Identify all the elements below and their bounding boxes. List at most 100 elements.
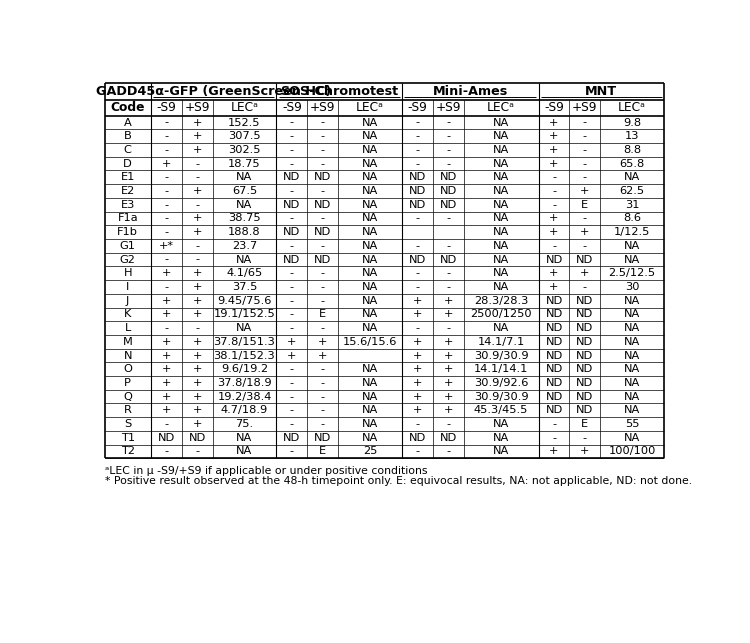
- Text: 152.5: 152.5: [228, 118, 261, 127]
- Text: -: -: [321, 405, 325, 415]
- Text: NA: NA: [493, 433, 509, 443]
- Text: +: +: [193, 282, 202, 292]
- Text: ND: ND: [188, 433, 206, 443]
- Text: NA: NA: [493, 268, 509, 278]
- Text: -: -: [321, 213, 325, 224]
- Text: -: -: [416, 118, 419, 127]
- Text: ND: ND: [545, 296, 562, 305]
- Text: ND: ND: [576, 309, 593, 320]
- Text: -: -: [164, 145, 168, 155]
- Text: ND: ND: [284, 172, 301, 183]
- Text: 19.2/38.4: 19.2/38.4: [217, 392, 272, 402]
- Text: ND: ND: [284, 200, 301, 210]
- Text: NA: NA: [362, 296, 378, 305]
- Text: +: +: [549, 213, 559, 224]
- Text: ND: ND: [576, 378, 593, 388]
- Text: +: +: [443, 378, 453, 388]
- Text: F1b: F1b: [117, 227, 138, 237]
- Text: +: +: [161, 364, 171, 374]
- Text: +: +: [193, 337, 202, 347]
- Text: +: +: [580, 446, 590, 457]
- Text: ND: ND: [576, 296, 593, 305]
- Text: -: -: [195, 159, 200, 168]
- Text: ND: ND: [576, 392, 593, 402]
- Text: 18.75: 18.75: [228, 159, 261, 168]
- Text: +: +: [413, 405, 422, 415]
- Text: I: I: [126, 282, 130, 292]
- Text: -: -: [290, 323, 294, 333]
- Text: ND: ND: [409, 255, 426, 264]
- Text: +: +: [443, 337, 453, 347]
- Text: NA: NA: [362, 227, 378, 237]
- Text: 307.5: 307.5: [228, 131, 261, 141]
- Text: LECᵃ: LECᵃ: [488, 102, 515, 114]
- Text: F1a: F1a: [118, 213, 138, 224]
- Text: -: -: [164, 200, 168, 210]
- Text: +: +: [318, 337, 328, 347]
- Text: ND: ND: [440, 200, 457, 210]
- Text: ND: ND: [545, 364, 562, 374]
- Text: NA: NA: [493, 118, 509, 127]
- Text: -: -: [552, 172, 556, 183]
- Text: +: +: [161, 378, 171, 388]
- Text: -: -: [583, 282, 587, 292]
- Text: -: -: [164, 323, 168, 333]
- Text: +: +: [193, 268, 202, 278]
- Text: -: -: [446, 282, 450, 292]
- Text: -: -: [552, 186, 556, 196]
- Text: +: +: [193, 378, 202, 388]
- Text: 8.8: 8.8: [623, 145, 641, 155]
- Text: -: -: [416, 213, 419, 224]
- Text: +: +: [549, 159, 559, 168]
- Text: NA: NA: [624, 241, 640, 251]
- Text: -: -: [164, 282, 168, 292]
- Text: NA: NA: [624, 405, 640, 415]
- Text: E1: E1: [121, 172, 135, 183]
- Text: -: -: [446, 118, 450, 127]
- Text: 302.5: 302.5: [228, 145, 261, 155]
- Text: +: +: [549, 268, 559, 278]
- Text: +S9: +S9: [310, 102, 335, 114]
- Text: 28.3/28.3: 28.3/28.3: [474, 296, 528, 305]
- Text: +: +: [443, 309, 453, 320]
- Text: ND: ND: [576, 405, 593, 415]
- Text: ND: ND: [545, 405, 562, 415]
- Text: NA: NA: [362, 213, 378, 224]
- Text: NA: NA: [362, 200, 378, 210]
- Text: G2: G2: [120, 255, 136, 264]
- Text: -: -: [164, 118, 168, 127]
- Text: -: -: [416, 446, 419, 457]
- Text: NA: NA: [362, 405, 378, 415]
- Text: S: S: [124, 419, 131, 429]
- Text: -: -: [446, 213, 450, 224]
- Text: -: -: [446, 159, 450, 168]
- Text: -: -: [321, 268, 325, 278]
- Text: -: -: [195, 446, 200, 457]
- Text: -: -: [446, 131, 450, 141]
- Text: NA: NA: [362, 131, 378, 141]
- Text: E: E: [320, 309, 326, 320]
- Text: ND: ND: [545, 350, 562, 361]
- Text: -: -: [583, 172, 587, 183]
- Text: -: -: [164, 255, 168, 264]
- Text: -: -: [552, 241, 556, 251]
- Text: 9.8: 9.8: [623, 118, 641, 127]
- Text: NA: NA: [624, 323, 640, 333]
- Text: E: E: [581, 419, 589, 429]
- Text: ND: ND: [545, 309, 562, 320]
- Text: E: E: [320, 446, 326, 457]
- Text: -: -: [321, 241, 325, 251]
- Text: -: -: [321, 282, 325, 292]
- Text: +: +: [318, 350, 328, 361]
- Text: K: K: [124, 309, 131, 320]
- Text: 62.5: 62.5: [620, 186, 645, 196]
- Text: -: -: [164, 172, 168, 183]
- Text: NA: NA: [493, 131, 509, 141]
- Text: ND: ND: [409, 172, 426, 183]
- Text: +S9: +S9: [572, 102, 598, 114]
- Text: NA: NA: [493, 200, 509, 210]
- Text: B: B: [124, 131, 131, 141]
- Text: NA: NA: [493, 159, 509, 168]
- Text: 30: 30: [625, 282, 640, 292]
- Text: -S9: -S9: [156, 102, 176, 114]
